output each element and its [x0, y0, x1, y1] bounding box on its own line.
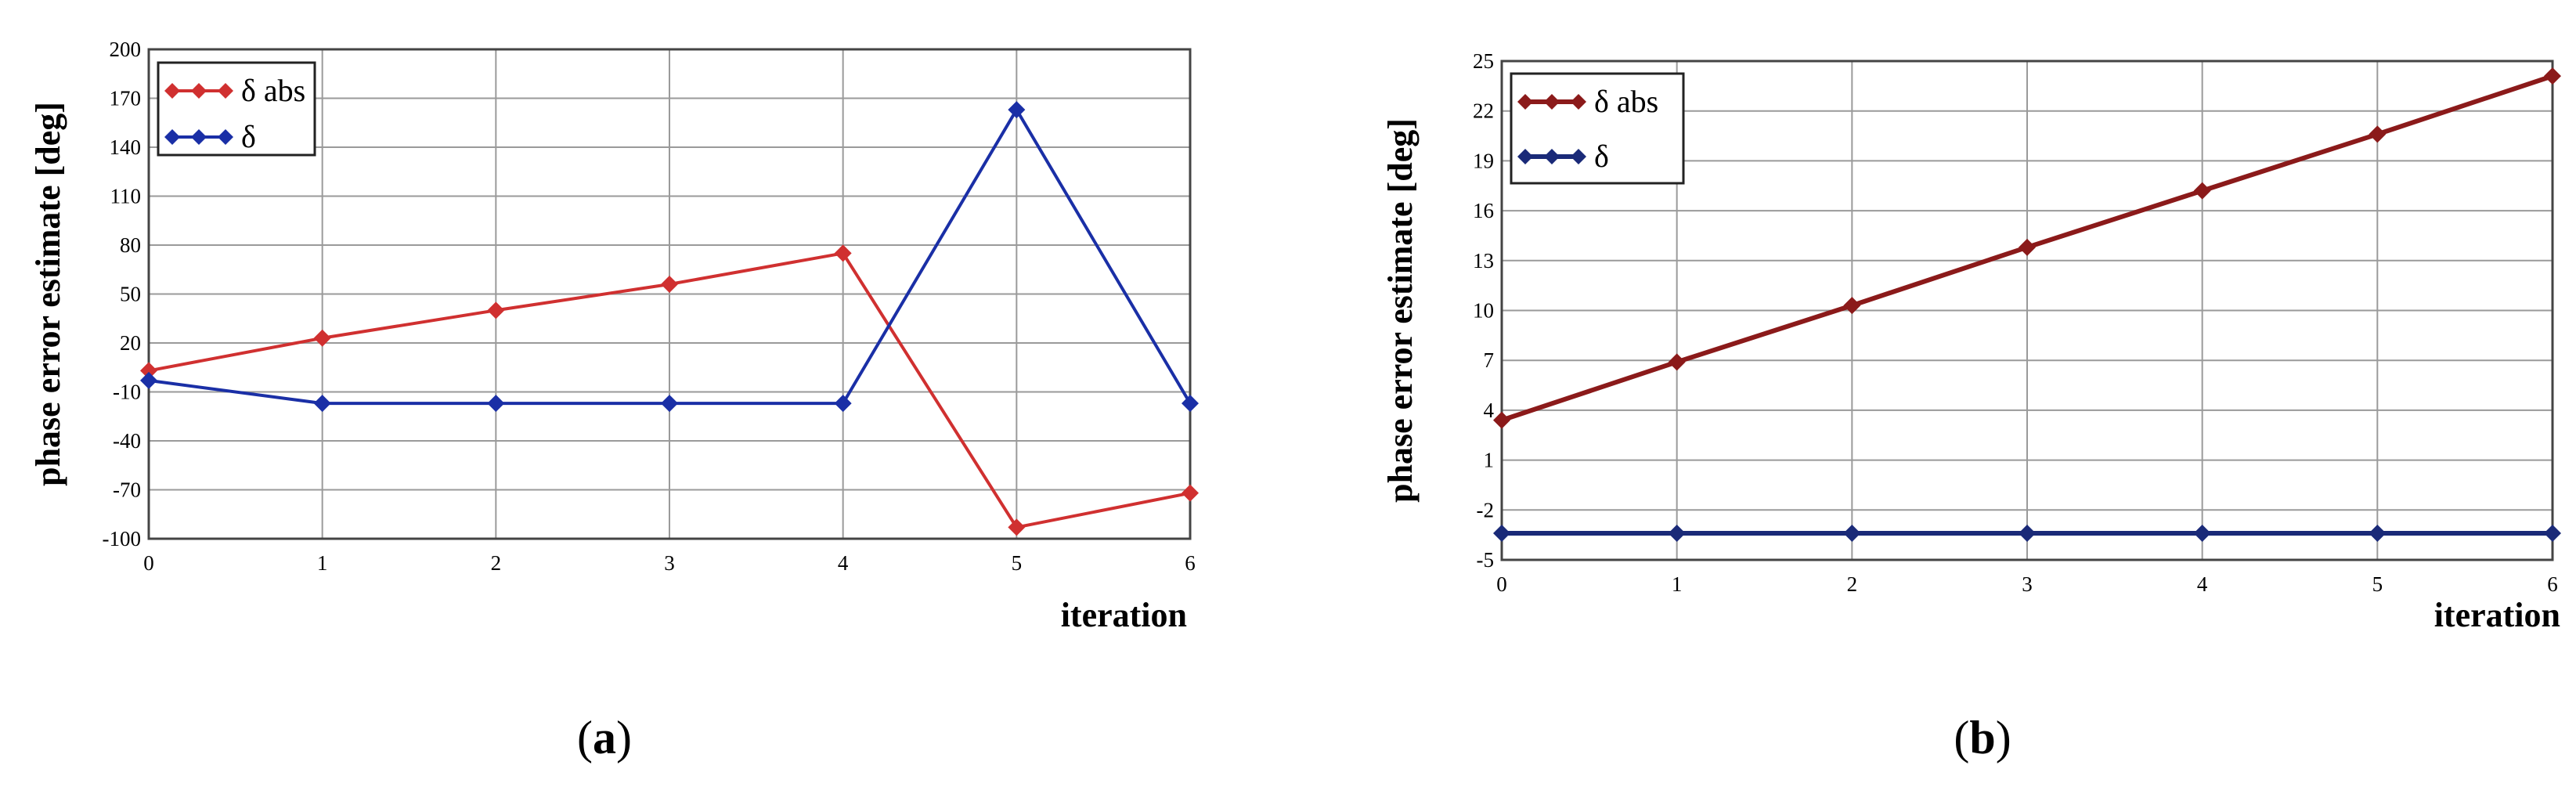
x-tick-label: 4 — [2197, 572, 2208, 596]
data-point — [140, 371, 157, 389]
y-tick-label: 13 — [1473, 249, 1494, 272]
legend-swatch-marker — [164, 83, 180, 99]
legend-entry: δ — [1594, 139, 1609, 174]
data-point — [487, 395, 505, 413]
legend-swatch-marker — [191, 129, 207, 145]
legend-swatch-marker — [1544, 149, 1560, 164]
x-axis-label: iteration — [2434, 596, 2560, 634]
data-point — [2019, 238, 2036, 256]
data-point — [1008, 101, 1026, 119]
data-point — [2544, 67, 2561, 85]
data-point — [2369, 525, 2387, 543]
legend-swatch-marker — [1571, 94, 1586, 110]
x-tick-label: 6 — [2547, 572, 2558, 596]
data-point — [2019, 525, 2036, 543]
panel-label-b: (b) — [1954, 712, 2011, 763]
y-tick-label: 7 — [1484, 348, 1495, 372]
data-point — [140, 362, 157, 380]
data-point — [661, 276, 678, 293]
data-point — [2193, 525, 2211, 543]
x-tick-label: 5 — [1012, 551, 1023, 575]
x-tick-label: 3 — [664, 551, 675, 575]
x-tick-label: 3 — [2022, 572, 2033, 596]
y-tick-label: -5 — [1477, 548, 1495, 572]
data-point — [2193, 182, 2211, 200]
data-point — [1182, 395, 1199, 413]
y-tick-label: -10 — [113, 381, 141, 404]
y-tick-label: 16 — [1473, 199, 1494, 222]
legend-swatch-marker — [1517, 149, 1533, 164]
legend-swatch-marker — [1544, 94, 1560, 110]
x-tick-label: 2 — [491, 551, 502, 575]
legend-swatch-marker — [164, 129, 180, 145]
y-tick-label: 80 — [120, 233, 141, 257]
y-tick-label: 50 — [120, 283, 141, 306]
x-tick-label: 5 — [2372, 572, 2383, 596]
data-point — [1493, 525, 1510, 543]
x-tick-label: 4 — [838, 551, 849, 575]
data-point — [1493, 411, 1510, 429]
data-point — [313, 329, 331, 347]
legend-swatch-marker — [1571, 149, 1586, 164]
y-tick-label: -100 — [103, 527, 142, 550]
data-point — [834, 395, 852, 413]
y-tick-label: 20 — [120, 331, 141, 355]
y-axis-label: phase error estimate [deg] — [29, 102, 67, 486]
y-tick-label: 4 — [1484, 399, 1495, 422]
legend-entry: δ — [241, 119, 256, 154]
y-tick-label: 22 — [1473, 99, 1494, 123]
data-point — [2369, 125, 2387, 143]
legend-swatch-marker — [218, 129, 233, 145]
legend-swatch-marker — [191, 83, 207, 99]
y-tick-label: 1 — [1484, 449, 1495, 472]
data-point — [1668, 353, 1686, 371]
data-point — [661, 395, 678, 413]
y-tick-label: 140 — [110, 135, 142, 159]
data-point — [1182, 484, 1199, 502]
data-point — [313, 395, 331, 413]
panel-label-a: (a) — [577, 712, 632, 763]
x-tick-label: 6 — [1185, 551, 1196, 575]
data-point — [1843, 525, 1861, 543]
x-tick-label: 1 — [1672, 572, 1683, 596]
legend-entry: δ abs — [241, 73, 305, 108]
x-tick-label: 1 — [317, 551, 328, 575]
plot-frame — [147, 48, 1192, 540]
y-tick-label: -2 — [1477, 498, 1495, 522]
x-tick-label: 0 — [1496, 572, 1507, 596]
data-point — [487, 301, 505, 319]
y-tick-label: -70 — [113, 478, 141, 502]
data-point — [1843, 297, 1861, 315]
plot-frame — [1500, 60, 2554, 561]
data-point — [834, 244, 852, 262]
legend-swatch-marker — [218, 83, 233, 99]
data-point — [1008, 518, 1026, 536]
legend-entry: δ abs — [1594, 84, 1658, 119]
legend-swatch-marker — [1517, 94, 1533, 110]
data-point — [2544, 525, 2561, 543]
data-point — [1668, 525, 1686, 543]
y-axis-label: phase error estimate [deg] — [1381, 118, 1420, 503]
y-tick-label: -40 — [113, 429, 141, 453]
legend-box — [157, 61, 316, 157]
legend: δ abs δ — [1510, 72, 1685, 185]
y-tick-label: 200 — [110, 38, 142, 61]
x-axis-label: iteration — [1061, 596, 1187, 634]
legend: δ abs δ — [157, 61, 316, 157]
y-tick-label: 19 — [1473, 149, 1494, 172]
x-tick-label: 0 — [143, 551, 154, 575]
y-tick-label: 110 — [110, 185, 142, 208]
chart-b: 25 22 19 16 13 10 7 4 1 -2 -50 1 2 3 4 5 6 phase error es… — [1381, 49, 2561, 634]
legend-box — [1510, 72, 1685, 185]
x-tick-label: 2 — [1847, 572, 1858, 596]
y-tick-label: 170 — [110, 87, 142, 110]
y-tick-label: 10 — [1473, 299, 1494, 323]
y-tick-label: 25 — [1473, 49, 1494, 73]
